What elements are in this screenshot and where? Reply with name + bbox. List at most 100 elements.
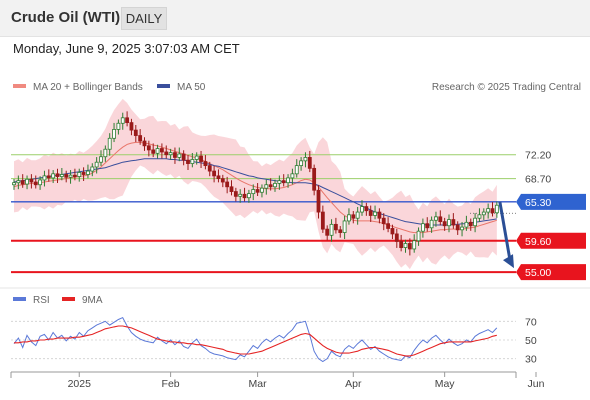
candle — [347, 214, 351, 222]
legend-swatch — [13, 297, 26, 301]
candle — [186, 159, 190, 164]
candle — [177, 153, 182, 158]
candle — [190, 159, 195, 164]
candle — [25, 178, 29, 185]
candle — [168, 152, 173, 156]
research-credit: Research © 2025 Trading Central — [432, 82, 581, 93]
candle — [255, 189, 260, 193]
candle — [112, 129, 116, 139]
candle — [273, 182, 277, 188]
candle — [320, 211, 325, 230]
candle — [268, 184, 273, 188]
candle — [494, 204, 499, 214]
ma20-line — [13, 141, 497, 234]
candle — [51, 173, 56, 179]
candle — [173, 152, 177, 158]
candle — [364, 206, 369, 212]
candle — [281, 180, 286, 184]
legend-label: RSI — [33, 295, 50, 306]
candle — [133, 129, 138, 136]
x-axis-label: Jun — [528, 378, 545, 390]
legend-label: 9MA — [82, 295, 103, 306]
candle — [120, 117, 125, 124]
legend-swatch — [62, 297, 75, 301]
candle — [299, 160, 304, 167]
candle — [194, 155, 199, 160]
candle — [403, 243, 408, 248]
candle — [33, 181, 38, 186]
bollinger-band — [14, 98, 497, 270]
candle — [329, 223, 334, 236]
candle — [68, 174, 73, 178]
candle — [164, 151, 169, 156]
candle — [355, 211, 360, 219]
level-tag — [516, 264, 586, 281]
candle — [86, 170, 90, 175]
candle — [12, 182, 16, 186]
chart-datetime: Monday, June 9, 2025 3:07:03 AM CET — [13, 41, 240, 56]
level-tag — [516, 232, 586, 249]
candle — [394, 233, 399, 242]
candle — [225, 181, 230, 188]
x-axis-label: Mar — [249, 378, 268, 390]
candle — [490, 208, 495, 214]
forecast-arrow-shaft — [498, 201, 512, 261]
candle — [138, 135, 143, 142]
candle — [303, 157, 308, 162]
candle — [468, 221, 473, 227]
candle — [447, 219, 451, 227]
candle — [477, 214, 482, 219]
candle — [338, 229, 343, 233]
candle — [251, 189, 256, 195]
candle — [264, 184, 269, 189]
rsi-ma-line — [14, 325, 497, 357]
period-button[interactable]: DAILY — [121, 7, 167, 30]
candle — [155, 148, 160, 154]
candle — [203, 161, 208, 167]
candle — [368, 210, 373, 216]
candle — [81, 172, 86, 175]
candle — [407, 243, 412, 250]
candle — [360, 206, 364, 213]
candle — [103, 148, 108, 158]
candle — [412, 240, 417, 250]
candle — [451, 219, 456, 226]
level-label: 59.60 — [525, 236, 551, 248]
candle — [16, 180, 21, 184]
rsi-tick-label: 70 — [525, 316, 537, 328]
candle — [399, 241, 404, 248]
candle — [307, 157, 312, 169]
candle — [181, 153, 186, 161]
candle — [260, 187, 264, 193]
candle — [420, 223, 425, 232]
candle — [481, 211, 486, 216]
candle — [238, 193, 243, 197]
candle — [94, 161, 99, 168]
x-axis-label: Apr — [345, 378, 362, 390]
candle — [59, 174, 64, 177]
candle — [99, 156, 103, 163]
forecast-arrow-head — [503, 254, 514, 269]
candle — [116, 122, 121, 130]
x-axis-label: Feb — [162, 378, 180, 390]
candle — [455, 224, 460, 231]
level-label: 72.20 — [525, 150, 551, 162]
candle — [381, 217, 386, 225]
candle — [77, 172, 82, 177]
level-label: 55.00 — [525, 267, 551, 279]
candle — [425, 223, 430, 229]
candle — [38, 179, 42, 186]
candle — [486, 208, 491, 213]
candle — [159, 148, 164, 153]
candle — [46, 175, 51, 179]
candle — [434, 216, 438, 221]
candle — [90, 166, 95, 172]
candle — [316, 189, 321, 213]
level-tag — [516, 193, 586, 210]
candle — [473, 217, 478, 227]
legend-label: MA 20 + Bollinger Bands — [33, 82, 143, 93]
candle — [416, 230, 421, 242]
candle — [242, 193, 247, 199]
rsi-tick-label: 50 — [525, 335, 537, 347]
